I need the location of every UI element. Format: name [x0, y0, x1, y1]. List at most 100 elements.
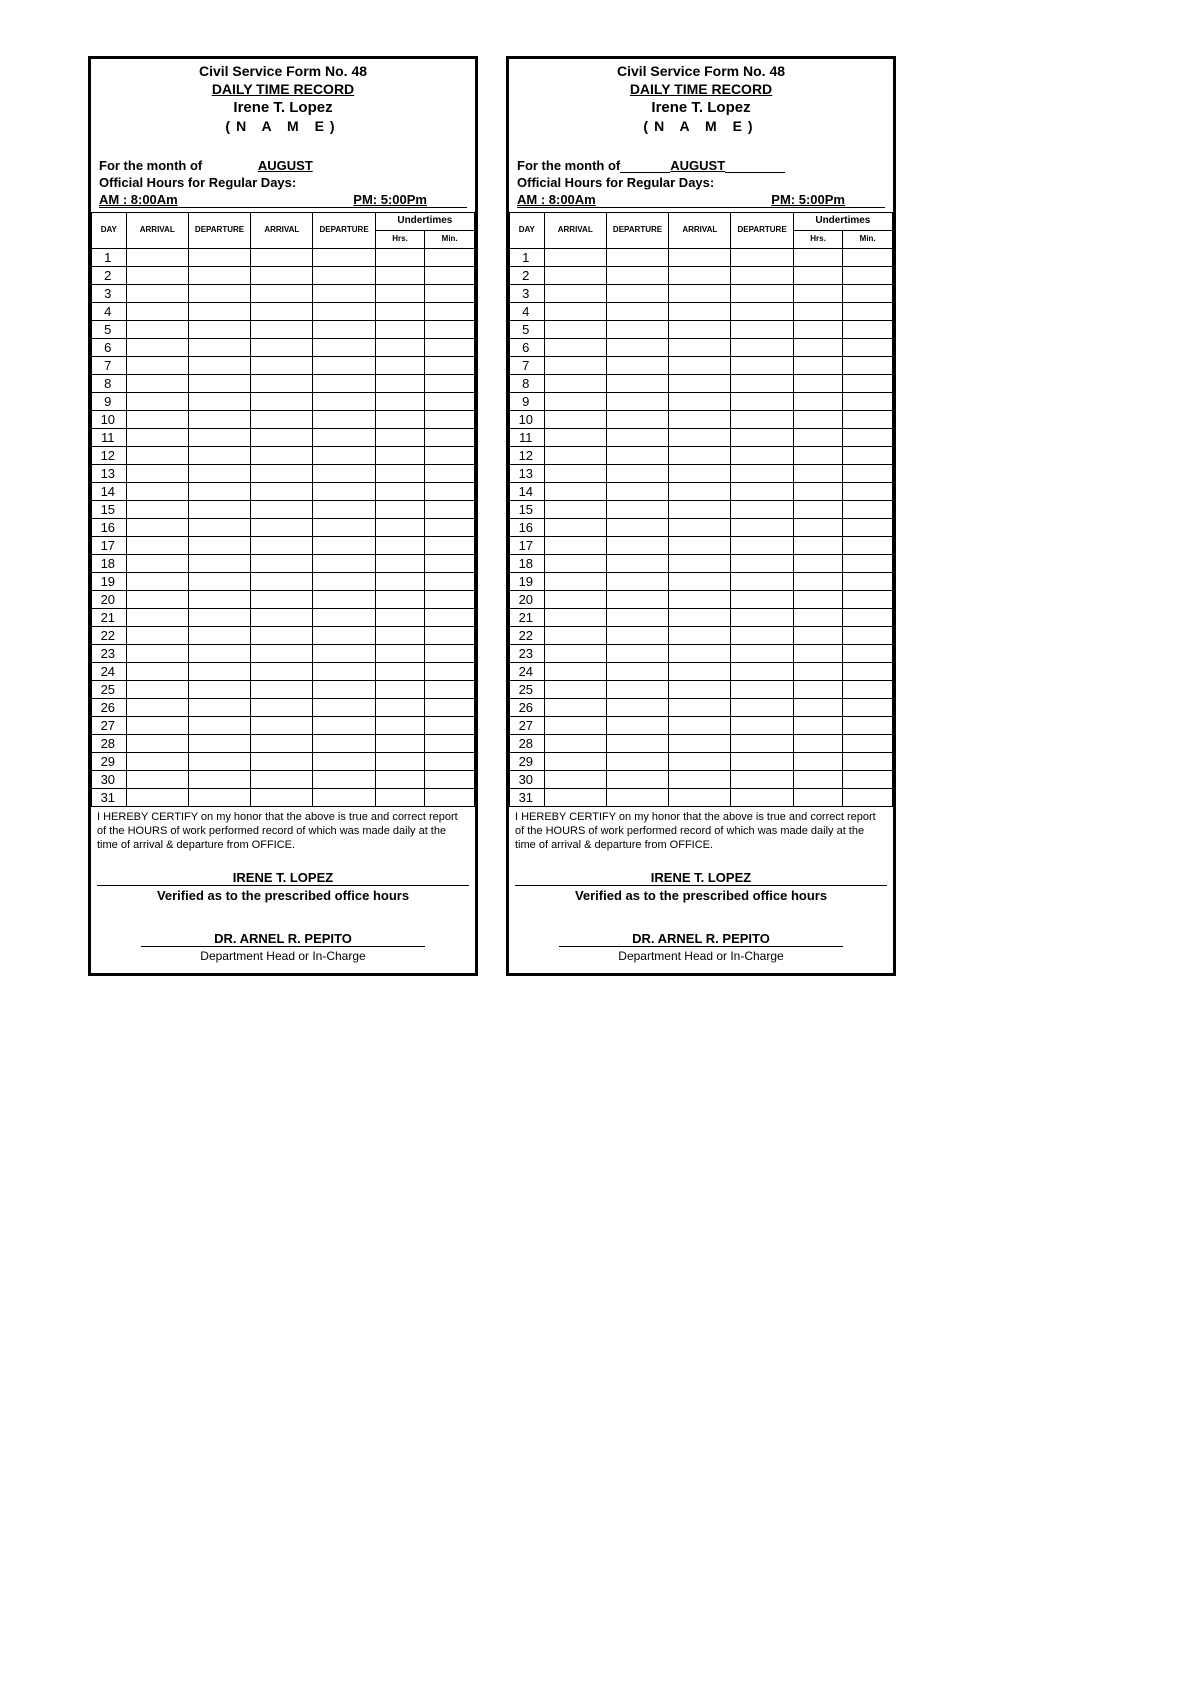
time-cell[interactable] [544, 753, 606, 771]
time-cell[interactable] [606, 573, 668, 591]
time-cell[interactable] [843, 339, 893, 357]
time-cell[interactable] [606, 627, 668, 645]
time-cell[interactable] [375, 753, 425, 771]
time-cell[interactable] [606, 411, 668, 429]
time-cell[interactable] [126, 411, 188, 429]
time-cell[interactable] [188, 375, 250, 393]
time-cell[interactable] [843, 429, 893, 447]
time-cell[interactable] [375, 465, 425, 483]
time-cell[interactable] [731, 321, 793, 339]
time-cell[interactable] [188, 411, 250, 429]
time-cell[interactable] [731, 465, 793, 483]
time-cell[interactable] [425, 735, 475, 753]
time-cell[interactable] [126, 753, 188, 771]
time-cell[interactable] [425, 753, 475, 771]
time-cell[interactable] [251, 339, 313, 357]
time-cell[interactable] [793, 681, 843, 699]
time-cell[interactable] [606, 555, 668, 573]
time-cell[interactable] [731, 483, 793, 501]
time-cell[interactable] [375, 573, 425, 591]
time-cell[interactable] [544, 789, 606, 807]
time-cell[interactable] [425, 627, 475, 645]
time-cell[interactable] [843, 483, 893, 501]
time-cell[interactable] [188, 429, 250, 447]
time-cell[interactable] [843, 267, 893, 285]
time-cell[interactable] [188, 717, 250, 735]
time-cell[interactable] [544, 735, 606, 753]
time-cell[interactable] [188, 357, 250, 375]
time-cell[interactable] [793, 591, 843, 609]
time-cell[interactable] [606, 663, 668, 681]
time-cell[interactable] [188, 591, 250, 609]
time-cell[interactable] [375, 393, 425, 411]
time-cell[interactable] [126, 375, 188, 393]
time-cell[interactable] [126, 501, 188, 519]
time-cell[interactable] [425, 771, 475, 789]
time-cell[interactable] [544, 681, 606, 699]
time-cell[interactable] [188, 483, 250, 501]
time-cell[interactable] [544, 303, 606, 321]
time-cell[interactable] [126, 483, 188, 501]
time-cell[interactable] [669, 375, 731, 393]
time-cell[interactable] [606, 519, 668, 537]
time-cell[interactable] [375, 429, 425, 447]
time-cell[interactable] [375, 609, 425, 627]
time-cell[interactable] [669, 537, 731, 555]
time-cell[interactable] [793, 429, 843, 447]
time-cell[interactable] [375, 555, 425, 573]
time-cell[interactable] [843, 681, 893, 699]
time-cell[interactable] [126, 285, 188, 303]
time-cell[interactable] [731, 429, 793, 447]
time-cell[interactable] [669, 357, 731, 375]
time-cell[interactable] [313, 645, 375, 663]
time-cell[interactable] [188, 537, 250, 555]
time-cell[interactable] [669, 519, 731, 537]
time-cell[interactable] [126, 357, 188, 375]
time-cell[interactable] [669, 285, 731, 303]
time-cell[interactable] [793, 537, 843, 555]
time-cell[interactable] [188, 735, 250, 753]
time-cell[interactable] [606, 447, 668, 465]
time-cell[interactable] [188, 555, 250, 573]
time-cell[interactable] [843, 699, 893, 717]
time-cell[interactable] [251, 555, 313, 573]
time-cell[interactable] [251, 393, 313, 411]
time-cell[interactable] [313, 267, 375, 285]
time-cell[interactable] [425, 663, 475, 681]
time-cell[interactable] [606, 609, 668, 627]
time-cell[interactable] [313, 447, 375, 465]
time-cell[interactable] [606, 699, 668, 717]
time-cell[interactable] [313, 537, 375, 555]
time-cell[interactable] [544, 717, 606, 735]
time-cell[interactable] [251, 537, 313, 555]
time-cell[interactable] [188, 447, 250, 465]
time-cell[interactable] [544, 357, 606, 375]
time-cell[interactable] [843, 321, 893, 339]
time-cell[interactable] [793, 411, 843, 429]
time-cell[interactable] [425, 699, 475, 717]
time-cell[interactable] [251, 267, 313, 285]
time-cell[interactable] [425, 537, 475, 555]
time-cell[interactable] [731, 339, 793, 357]
time-cell[interactable] [251, 249, 313, 267]
time-cell[interactable] [669, 591, 731, 609]
time-cell[interactable] [313, 357, 375, 375]
time-cell[interactable] [251, 501, 313, 519]
time-cell[interactable] [251, 303, 313, 321]
time-cell[interactable] [606, 537, 668, 555]
time-cell[interactable] [188, 663, 250, 681]
time-cell[interactable] [793, 519, 843, 537]
time-cell[interactable] [731, 753, 793, 771]
time-cell[interactable] [126, 663, 188, 681]
time-cell[interactable] [606, 717, 668, 735]
time-cell[interactable] [375, 771, 425, 789]
time-cell[interactable] [544, 267, 606, 285]
time-cell[interactable] [843, 771, 893, 789]
time-cell[interactable] [544, 609, 606, 627]
time-cell[interactable] [793, 609, 843, 627]
time-cell[interactable] [188, 753, 250, 771]
time-cell[interactable] [843, 249, 893, 267]
time-cell[interactable] [544, 771, 606, 789]
time-cell[interactable] [126, 609, 188, 627]
time-cell[interactable] [425, 573, 475, 591]
